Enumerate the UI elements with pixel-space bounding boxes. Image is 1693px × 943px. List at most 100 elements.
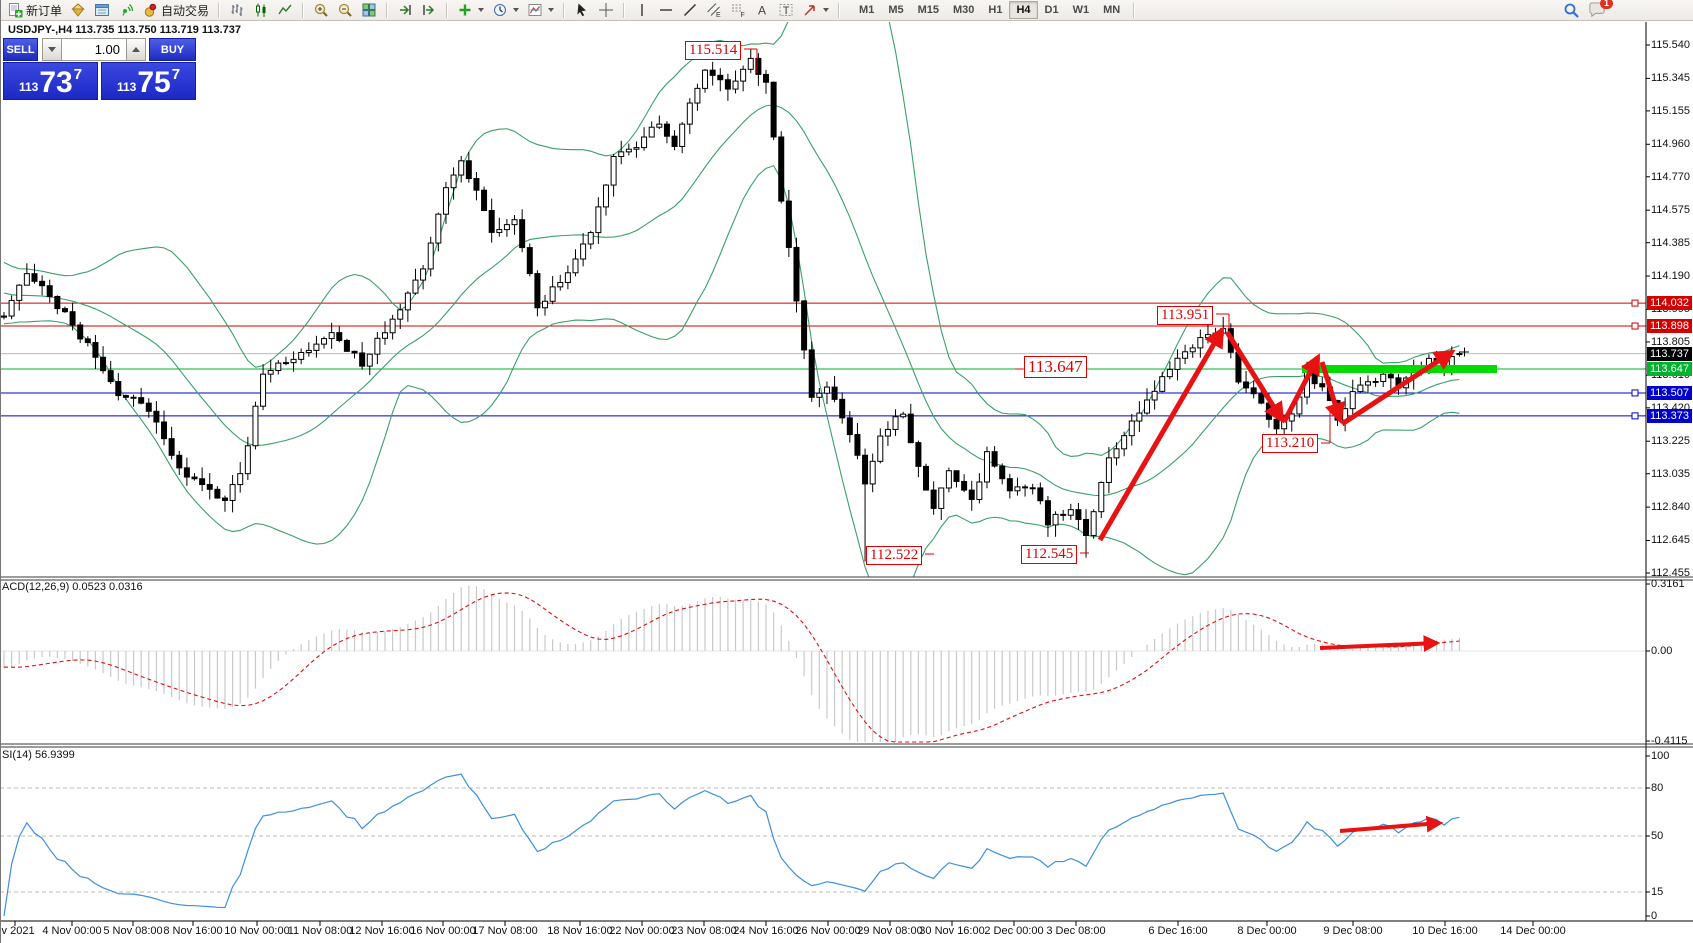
volume-input[interactable] — [62, 38, 126, 61]
sell-price-button[interactable]: 113 73 7 — [3, 62, 98, 100]
auto-scroll-icon — [400, 5, 411, 15]
cursor-button[interactable] — [571, 1, 593, 20]
signals-button[interactable] — [115, 1, 137, 20]
arrows-tool-icon — [804, 5, 815, 16]
candlestick-chart-icon — [256, 3, 266, 17]
triangle-down-icon — [48, 47, 56, 52]
toolbar-separator — [446, 2, 449, 18]
toolbar-separator — [302, 2, 305, 18]
autotrading-button[interactable]: 自动交易 — [139, 1, 212, 20]
triangle-up-icon — [132, 47, 140, 52]
price-annotation[interactable]: 113.210 — [1262, 434, 1319, 454]
macd-indicator-label: ACD(12,26,9) 0.0523 0.0316 — [2, 581, 143, 593]
bid-big-figure: 113 — [18, 80, 39, 94]
templates-icon — [528, 4, 542, 16]
price-annotation[interactable]: 112.522 — [866, 546, 923, 566]
indicators-icon — [459, 4, 471, 16]
bid-pipette: 7 — [73, 66, 83, 83]
new-order-button[interactable]: 新订单 — [4, 1, 65, 20]
window-left-border — [0, 0, 1, 943]
price-annotation[interactable]: 113.647 — [1024, 356, 1087, 378]
bar-chart-icon — [231, 4, 243, 16]
vertical-line-button[interactable] — [631, 1, 653, 20]
ask-pips: 75 — [137, 66, 171, 99]
autotrading-label: 自动交易 — [161, 3, 210, 18]
indicators-button[interactable] — [454, 1, 487, 20]
periods-dropdown-caret[interactable] — [513, 8, 520, 12]
trendline-button[interactable] — [679, 1, 701, 20]
market-watch-icon — [71, 3, 85, 17]
text-label-button[interactable]: T — [775, 1, 797, 20]
timeframe-button-m30[interactable]: M30 — [953, 4, 975, 16]
text-icon: A — [758, 4, 766, 18]
candlestick-chart-button[interactable] — [250, 1, 272, 20]
zoom-in-button[interactable] — [310, 1, 332, 20]
vertical-line-icon — [641, 4, 643, 16]
price-annotation[interactable]: 112.545 — [1021, 545, 1078, 565]
horizontal-line-button[interactable] — [655, 1, 677, 20]
crosshair-icon — [599, 3, 614, 17]
ask-big-figure: 113 — [116, 80, 137, 94]
timeframe-button-d1[interactable]: D1 — [1044, 4, 1059, 16]
text-button[interactable]: A — [751, 1, 773, 20]
arrows-tool-button[interactable] — [799, 1, 832, 20]
notification-count-badge: 1 — [1599, 0, 1613, 9]
toolbar-separator — [218, 2, 221, 18]
chart-window-title: USDJPY-,H4 113.735 113.750 113.719 113.7… — [8, 24, 242, 36]
ask-pipette: 7 — [171, 66, 181, 83]
search-icon[interactable] — [1563, 2, 1580, 19]
price-annotation[interactable]: 113.951 — [1157, 306, 1214, 326]
new-order-icon — [9, 3, 23, 18]
volume-decrease-button[interactable] — [42, 38, 62, 61]
notifications-button[interactable]: 1 — [1588, 0, 1613, 18]
toolbar-separator — [623, 2, 626, 18]
tile-windows-button[interactable] — [358, 1, 380, 20]
timeframe-button-m5[interactable]: M5 — [888, 4, 904, 16]
one-click-trading-panel: SELL BUY 113 73 7 113 75 7 — [3, 38, 196, 100]
timeframe-button-h1[interactable]: H1 — [988, 4, 1003, 16]
zoom-in-icon — [314, 3, 328, 17]
rsi-indicator-label: SI(14) 56.9399 — [2, 749, 75, 761]
data-window-icon — [95, 4, 110, 16]
bar-chart-button[interactable] — [226, 1, 248, 20]
timeframe-button-m15[interactable]: M15 — [917, 4, 939, 16]
toolbar-separator — [838, 2, 841, 18]
text-label-icon: T — [779, 4, 793, 17]
data-window-button[interactable] — [91, 1, 113, 20]
timeframe-button-mn[interactable]: MN — [1103, 4, 1121, 16]
crosshair-button[interactable] — [595, 1, 617, 20]
fibonacci-button[interactable]: F — [727, 1, 749, 20]
svg-text:T: T — [783, 5, 790, 17]
price-annotation[interactable]: 115.514 — [685, 41, 742, 61]
timeframe-button-h4[interactable]: H4 — [1009, 1, 1038, 19]
toolbar-separator — [563, 2, 566, 18]
equidistant-channel-icon: E — [707, 3, 721, 18]
horizontal-line-icon — [660, 9, 673, 11]
templates-dropdown-caret[interactable] — [548, 8, 555, 12]
timeframe-button-w1[interactable]: W1 — [1072, 4, 1090, 16]
market-watch-button[interactable] — [67, 1, 89, 20]
signals-icon — [122, 3, 134, 16]
equidistant-channel-button[interactable]: E — [703, 1, 725, 20]
buy-price-button[interactable]: 113 75 7 — [101, 62, 196, 100]
autotrading-icon — [144, 3, 157, 17]
chart-shift-button[interactable] — [418, 1, 440, 20]
periods-button[interactable] — [489, 1, 522, 20]
svg-text:E: E — [716, 12, 721, 18]
toolbar-separator — [386, 2, 389, 18]
main-toolbar: 新订单 自动交易 — [0, 0, 1693, 21]
arrows-dropdown-caret[interactable] — [823, 8, 830, 12]
buy-button[interactable]: BUY — [149, 38, 196, 61]
line-chart-button[interactable] — [274, 1, 296, 20]
timeframe-switcher: M1 M5 M15 M30 H1 H4 D1 W1 MN — [852, 1, 1127, 19]
templates-button[interactable] — [524, 1, 557, 20]
volume-increase-button[interactable] — [126, 38, 146, 61]
zoom-out-button[interactable] — [334, 1, 356, 20]
sell-button[interactable]: SELL — [3, 38, 38, 61]
indicators-dropdown-caret[interactable] — [478, 8, 485, 12]
line-chart-icon — [278, 4, 292, 15]
auto-scroll-button[interactable] — [394, 1, 416, 20]
tile-windows-icon — [362, 3, 376, 17]
timeframe-button-m1[interactable]: M1 — [859, 4, 875, 16]
